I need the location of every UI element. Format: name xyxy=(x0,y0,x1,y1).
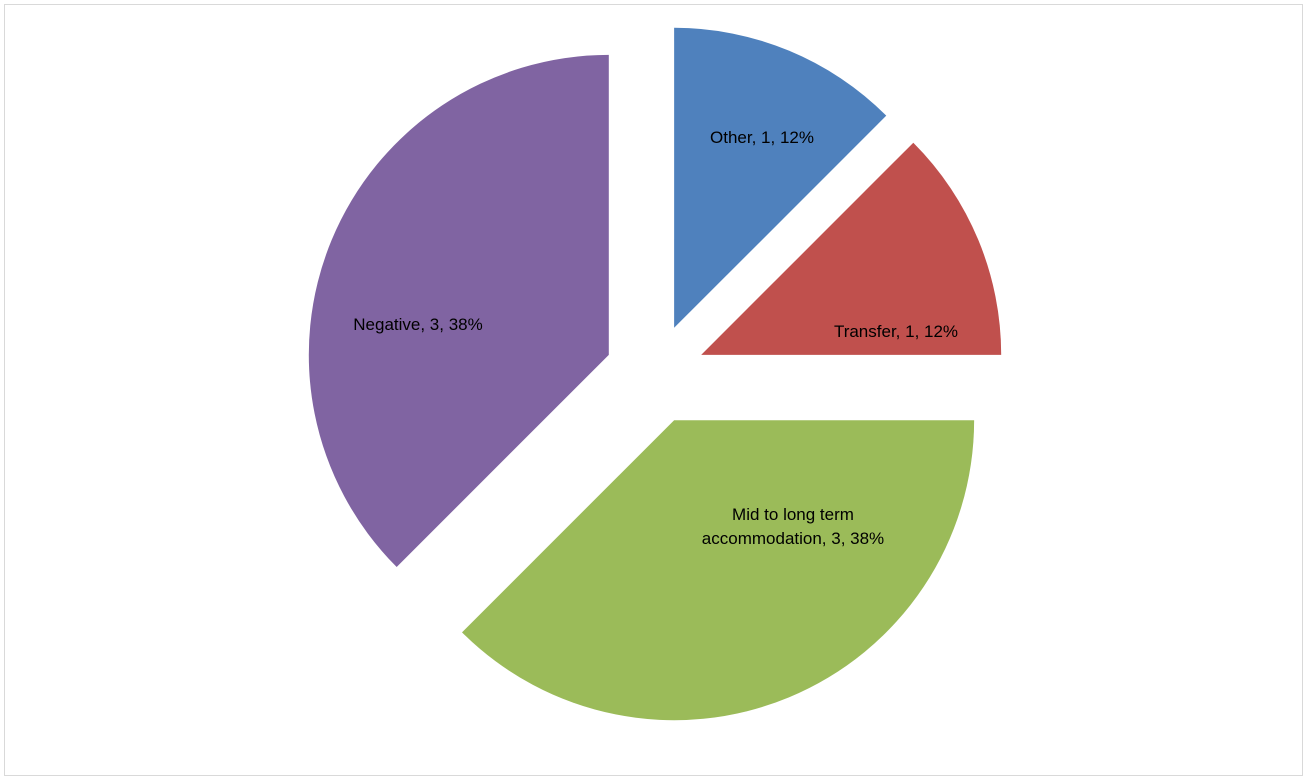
data-label-transfer: Transfer, 1, 12% xyxy=(834,322,958,341)
pie-slice-mid-to-long-term-accommodation[interactable] xyxy=(462,420,975,721)
data-label-line: Negative, 3, 38% xyxy=(353,315,482,334)
data-label-line: Mid to long term xyxy=(732,505,854,524)
pie-slice-other[interactable] xyxy=(674,27,887,328)
data-label-line: Transfer, 1, 12% xyxy=(834,322,958,341)
pie-slice-negative[interactable] xyxy=(308,54,609,567)
data-labels: Other, 1, 12% Transfer, 1, 12% Mid to long… xyxy=(353,128,958,548)
chart-area: Other, 1, 12% Transfer, 1, 12% Mid to long… xyxy=(4,4,1303,776)
data-label-mid-to-long-term-accommodation: Mid to long term accommodation, 3, 38% xyxy=(702,505,884,548)
pie-slice-transfer[interactable] xyxy=(701,142,1002,355)
data-label-line: Other, 1, 12% xyxy=(710,128,814,147)
data-label-negative: Negative, 3, 38% xyxy=(353,315,482,334)
data-label-other: Other, 1, 12% xyxy=(710,128,814,147)
pie-slices xyxy=(308,27,1002,721)
pie-chart: Other, 1, 12% Transfer, 1, 12% Mid to long… xyxy=(308,27,1002,721)
data-label-line: accommodation, 3, 38% xyxy=(702,529,884,548)
